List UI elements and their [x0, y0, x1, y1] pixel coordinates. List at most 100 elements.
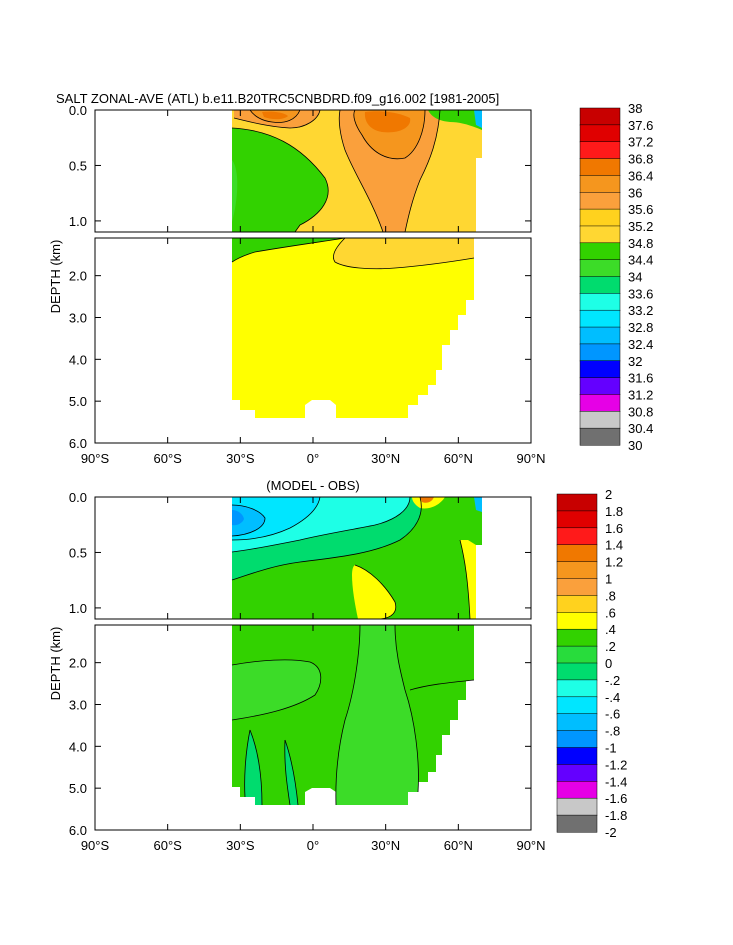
colorbar-label: -2 — [605, 825, 617, 840]
y-tick-label: 2.0 — [69, 269, 87, 284]
colorbar-label: 36 — [628, 185, 642, 200]
colorbar-label: 31.2 — [628, 387, 653, 402]
y-tick-label: 3.0 — [69, 310, 87, 325]
colorbar-label: -.6 — [605, 707, 620, 722]
colorbar-label: -1.4 — [605, 774, 627, 789]
y-tick-label: 6.0 — [69, 823, 87, 838]
x-tick-label: 90°N — [516, 838, 545, 853]
colorbar-label: 38 — [628, 101, 642, 116]
colorbar-label: 0 — [605, 656, 612, 671]
colorbar-swatch — [579, 293, 621, 311]
colorbar-label: .8 — [605, 588, 616, 603]
colorbar-swatch — [556, 578, 598, 596]
colorbar-swatch — [556, 612, 598, 630]
y-tick-label: 1.0 — [69, 214, 87, 229]
colorbar-label: .4 — [605, 622, 616, 637]
colorbar-swatch — [579, 107, 621, 126]
y-tick-label: 2.0 — [69, 656, 87, 671]
x-tick-label: 30°S — [226, 451, 255, 466]
top-panel: SALT ZONAL-AVE (ATL) b.e11.B20TRC5CNBDRD… — [48, 91, 653, 466]
x-tick-label: 60°N — [444, 451, 473, 466]
colorbar-swatch — [579, 259, 621, 278]
y-tick-label: 0.5 — [69, 158, 87, 173]
colorbar-label: 35.2 — [628, 219, 653, 234]
colorbar-label: 1 — [605, 572, 612, 587]
colorbar-swatch — [579, 158, 621, 176]
y-tick-label: 5.0 — [69, 394, 87, 409]
colorbar-swatch — [579, 276, 621, 294]
colorbar-swatch — [556, 645, 598, 664]
top-upper-field — [95, 110, 531, 232]
colorbar-label: .2 — [605, 639, 616, 654]
y-tick-label: 4.0 — [69, 352, 87, 367]
colorbar-swatch — [579, 377, 621, 396]
colorbar-swatch — [556, 814, 598, 833]
colorbar-label: 34.4 — [628, 253, 653, 268]
x-tick-label: 90°S — [81, 451, 110, 466]
colorbar-swatch — [556, 679, 598, 698]
colorbar-swatch — [556, 713, 598, 732]
x-tick-label: 60°N — [444, 838, 473, 853]
colorbar-swatch — [556, 561, 598, 580]
colorbar-swatch — [579, 208, 621, 227]
colorbar-swatch — [579, 411, 621, 429]
colorbar-label: 37.2 — [628, 135, 653, 150]
top-lower-field — [95, 238, 531, 443]
colorbar-swatch — [579, 394, 621, 412]
colorbar-label: 30.4 — [628, 421, 653, 436]
colorbar-label: 37.6 — [628, 118, 653, 133]
bottom-axes: 90°S 60°S 30°S 0° 30°N 60°N 90°N 0.0 0.5 1.0 2.0 3.… — [48, 490, 546, 853]
colorbar-label: 33.6 — [628, 286, 653, 301]
colorbar-label: -.4 — [605, 690, 620, 705]
colorbar-label: 33.2 — [628, 303, 653, 318]
colorbar-label: -1.6 — [605, 791, 627, 806]
bottom-panel: (MODEL - OBS) — [48, 478, 627, 853]
top-colorbar: 3837.637.236.836.43635.635.234.834.43433… — [579, 101, 653, 453]
y-tick-label: 4.0 — [69, 739, 87, 754]
colorbar-swatch — [579, 309, 621, 328]
colorbar-swatch — [579, 124, 621, 143]
colorbar-swatch — [556, 544, 598, 563]
x-tick-label: 90°N — [516, 451, 545, 466]
x-tick-label: 60°S — [153, 451, 182, 466]
top-axes: 90°S 60°S 30°S 0° 30°N 60°N 90°N 0.0 0.5 1.0 2.0 3.… — [48, 103, 546, 466]
colorbar-swatch — [556, 781, 598, 799]
y-tick-label: 1.0 — [69, 601, 87, 616]
colorbar-label: 32 — [628, 354, 642, 369]
colorbar-swatch — [556, 662, 598, 681]
bottom-title: (MODEL - OBS) — [266, 478, 359, 493]
bottom-lower-field — [95, 625, 531, 830]
bottom-upper-field — [95, 497, 531, 619]
colorbar-swatch — [556, 696, 598, 715]
colorbar-label: 30.8 — [628, 404, 653, 419]
colorbar-swatch — [556, 730, 598, 749]
top-title: SALT ZONAL-AVE (ATL) b.e11.B20TRC5CNBDRD… — [56, 91, 499, 106]
colorbar-label: -1.8 — [605, 808, 627, 823]
x-tick-label: 60°S — [153, 838, 182, 853]
colorbar-label: 36.8 — [628, 152, 653, 167]
y-tick-label: 3.0 — [69, 697, 87, 712]
colorbar-label: 1.2 — [605, 555, 623, 570]
x-tick-label: 30°N — [371, 838, 400, 853]
y-tick-label: 0.0 — [69, 490, 87, 505]
bottom-colorbar: 21.81.61.41.21.8.6.4.20-.2-.4-.6-.8-1-1.… — [556, 487, 627, 840]
colorbar-swatch — [556, 510, 598, 529]
colorbar-label: .6 — [605, 605, 616, 620]
colorbar-label: 1.6 — [605, 521, 623, 536]
colorbar-swatch — [579, 326, 621, 345]
colorbar-swatch — [556, 527, 598, 546]
x-tick-label: 0° — [307, 451, 319, 466]
colorbar-swatch — [579, 343, 621, 362]
y-tick-label: 6.0 — [69, 436, 87, 451]
colorbar-swatch — [579, 141, 621, 160]
colorbar-label: -.8 — [605, 724, 620, 739]
colorbar-swatch — [556, 797, 598, 816]
colorbar-swatch — [556, 628, 598, 647]
colorbar-label: -1.2 — [605, 757, 627, 772]
colorbar-label: -.2 — [605, 673, 620, 688]
colorbar-label: 34 — [628, 270, 642, 285]
y-tick-label: 5.0 — [69, 781, 87, 796]
colorbar-swatch — [579, 427, 621, 446]
colorbar-label: 31.6 — [628, 371, 653, 386]
